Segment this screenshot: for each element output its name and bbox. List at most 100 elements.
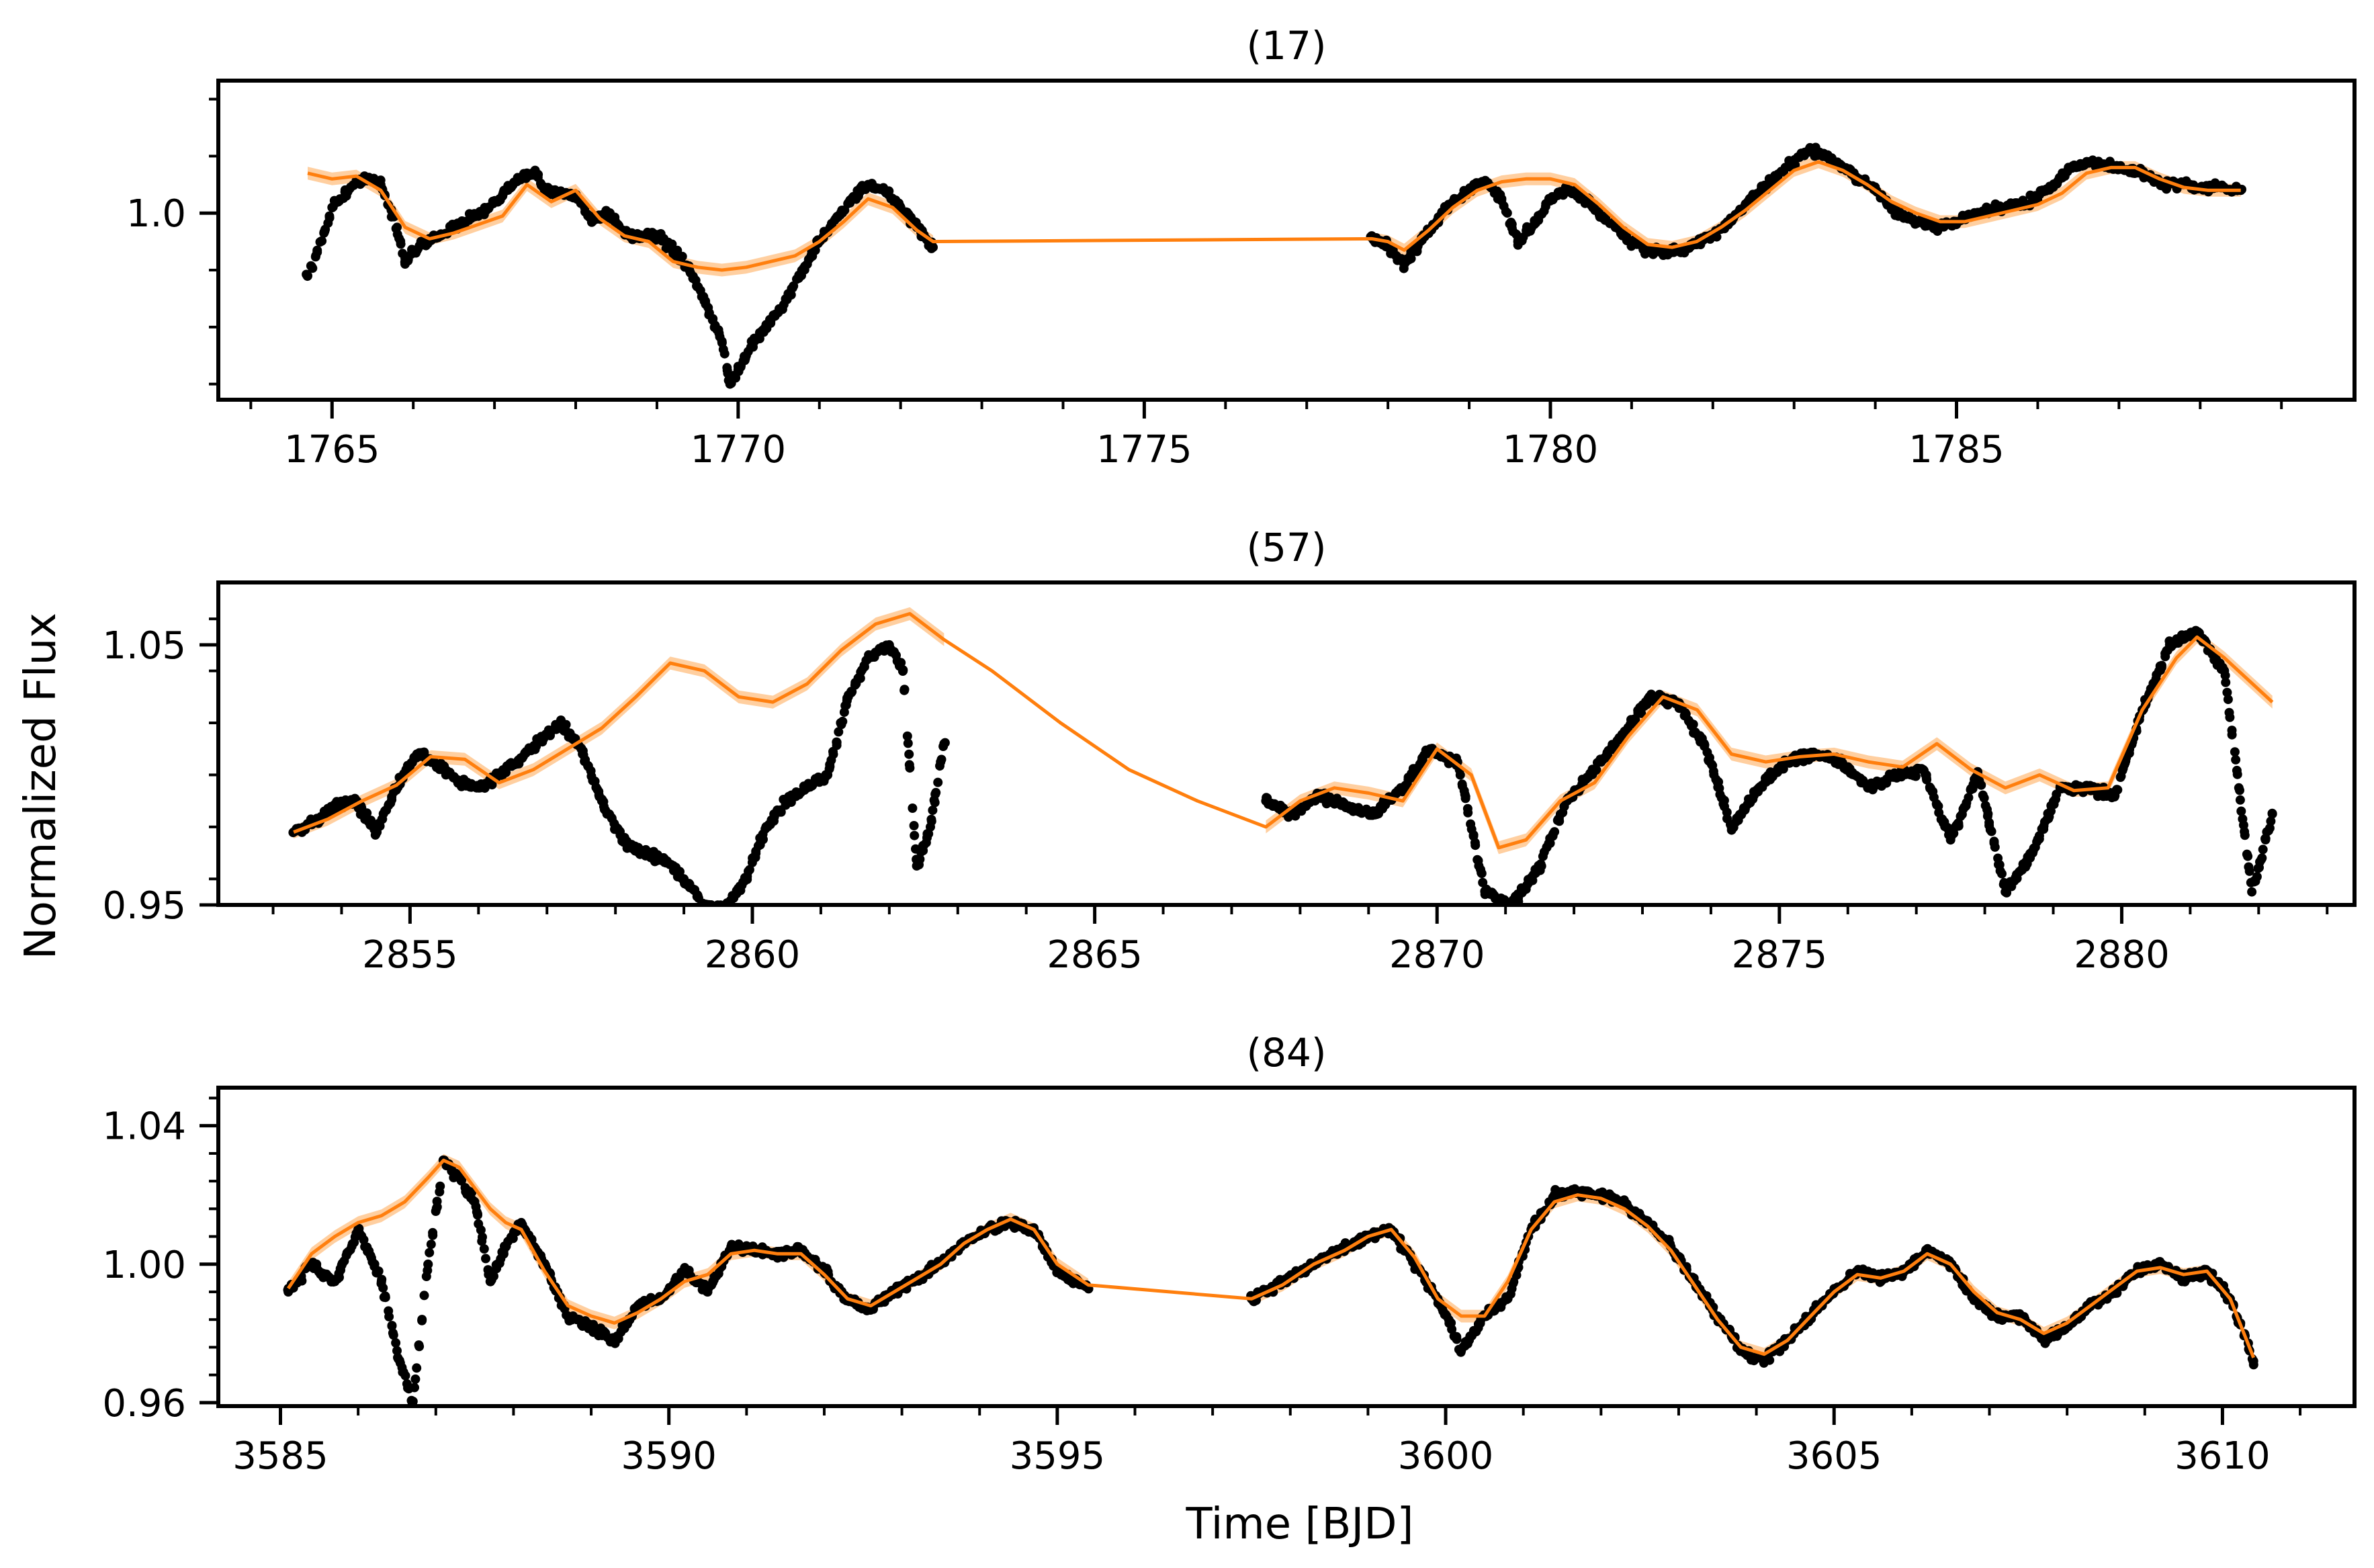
flux-data-point — [2192, 627, 2202, 637]
flux-data-point — [863, 179, 873, 189]
flux-point — [841, 700, 851, 710]
flux-data-point — [343, 185, 353, 195]
flux-point — [412, 1363, 422, 1373]
flux-data-point — [2219, 666, 2230, 676]
flux-data-point — [392, 222, 402, 232]
flux-data-point — [652, 231, 662, 241]
flux-data-point — [866, 1304, 876, 1314]
flux-data-point — [449, 222, 459, 232]
flux-data-point — [470, 1197, 480, 1207]
flux-data-point — [515, 754, 525, 765]
flux-data-point — [679, 1266, 689, 1276]
flux-data-point — [408, 1397, 418, 1406]
flux-data-point — [1822, 151, 1832, 161]
flux-point — [677, 251, 687, 261]
flux-data-point — [517, 1217, 526, 1227]
flux-point — [1468, 830, 1479, 840]
flux-data-point — [1425, 744, 1435, 754]
flux-point — [1470, 840, 1481, 851]
flux-data-point — [726, 1242, 736, 1252]
flux-point — [410, 1374, 421, 1384]
flux-point — [1921, 773, 1931, 783]
flux-point — [2231, 754, 2241, 765]
x-tick-label: 2855 — [362, 933, 458, 977]
flux-data-point — [311, 251, 321, 261]
flux-data-point — [535, 736, 545, 746]
flux-data-point — [563, 1311, 573, 1321]
flux-data-point — [638, 848, 648, 858]
x-tick-label: 1770 — [691, 428, 787, 472]
flux-data-point — [685, 265, 695, 275]
flux-data-point — [1643, 245, 1653, 255]
flux-point — [905, 763, 915, 773]
flux-point — [426, 1239, 436, 1250]
flux-point — [1463, 808, 1473, 818]
flux-point — [904, 749, 914, 759]
flux-point — [417, 1315, 427, 1325]
flux-point — [931, 787, 941, 797]
y-tick-label: 1.05 — [102, 624, 186, 668]
flux-point — [828, 749, 838, 759]
flux-point — [718, 345, 728, 355]
flux-point — [2260, 835, 2271, 844]
flux-data-point — [2001, 202, 2011, 212]
flux-point — [1630, 715, 1640, 725]
flux-data-point — [1513, 236, 1523, 247]
x-tick-label: 3590 — [621, 1434, 717, 1478]
flux-data-point — [1610, 222, 1620, 232]
flux-data-point — [782, 294, 792, 304]
flux-data-point — [1805, 145, 1815, 155]
plot-area — [288, 607, 2277, 918]
flux-point — [388, 1330, 398, 1340]
panel-title: (84) — [1246, 1030, 1326, 1076]
flux-data-point — [633, 1301, 643, 1311]
flux-data-point — [843, 692, 853, 702]
flux-data-point — [1481, 177, 1491, 187]
flux-point — [1968, 784, 1978, 793]
flux-point — [909, 821, 919, 830]
flux-data-point — [1969, 1294, 1979, 1304]
flux-data-point — [1546, 194, 1555, 204]
flux-data-point — [330, 801, 340, 811]
flux-data-point — [376, 179, 386, 189]
flux-data-point — [1659, 248, 1669, 258]
flux-point — [2266, 816, 2276, 826]
model-line — [307, 160, 2241, 272]
flux-point — [419, 1291, 429, 1301]
flux-point — [1538, 851, 1548, 861]
flux-point — [308, 263, 318, 273]
flux-point — [2232, 769, 2242, 779]
flux-data-point — [2028, 848, 2037, 858]
axes-frame — [216, 79, 2357, 402]
flux-point — [2236, 806, 2246, 816]
flux-data-point — [1383, 243, 1393, 253]
flux-data-point — [1699, 739, 1709, 748]
y-tick-label: 1.00 — [102, 1244, 186, 1287]
flux-point — [719, 909, 729, 918]
axes-frame — [216, 1086, 2357, 1408]
panel-17: (17) 1765 1770 1775 1780 1785 1.0 — [126, 23, 2357, 472]
flux-data-point — [586, 1321, 597, 1332]
flux-point — [425, 1248, 435, 1258]
flux-data-point — [1918, 765, 1928, 775]
flux-data-point — [847, 194, 857, 204]
flux-point — [1990, 842, 2000, 852]
flux-data-point — [2098, 160, 2108, 170]
panel-57: (57) 2855 2860 2865 2870 2875 2880 0.95 1.05 — [102, 525, 2357, 977]
flux-data-point — [1399, 259, 1409, 269]
flux-data-point — [766, 316, 776, 326]
flux-point — [1910, 771, 1921, 781]
flux-data-point — [498, 191, 508, 201]
flux-data-point — [830, 214, 840, 224]
model-uncertainty-band — [1251, 1188, 2254, 1364]
flux-data-point — [1903, 214, 1913, 224]
flux-point — [473, 1210, 482, 1220]
flux-point — [479, 1244, 489, 1254]
flux-data-point — [433, 760, 443, 769]
flux-point — [838, 716, 848, 726]
flux-point — [387, 1321, 397, 1331]
flux-data-point — [1288, 809, 1299, 819]
flux-point — [930, 797, 940, 808]
flux-point — [1688, 720, 1698, 730]
